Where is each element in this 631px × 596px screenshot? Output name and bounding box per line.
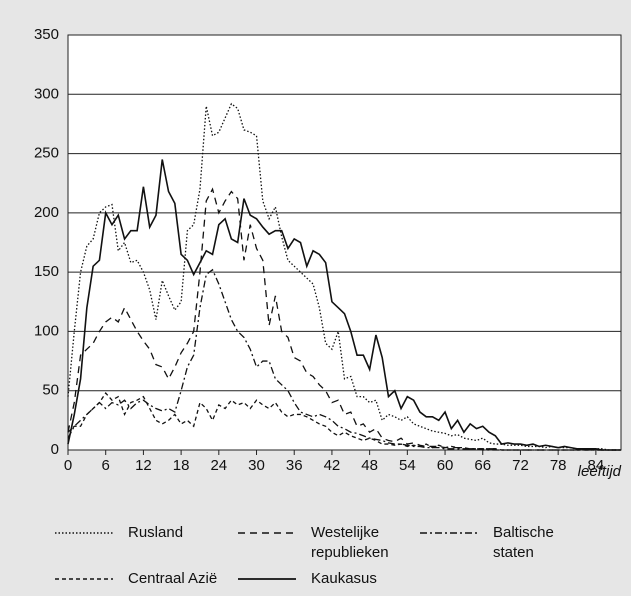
x-axis-label: leeftijd xyxy=(578,463,622,480)
series-line xyxy=(67,159,621,451)
x-tick-label: 0 xyxy=(64,457,72,474)
x-tick-label: 84 xyxy=(588,457,605,474)
x-tick-label: 72 xyxy=(512,457,529,474)
legend-label: Baltische staten xyxy=(493,524,554,561)
x-tick-label: 18 xyxy=(173,457,190,474)
y-tick-label: 50 xyxy=(42,382,59,399)
y-tick-label: 100 xyxy=(34,322,59,339)
x-tick-label: 66 xyxy=(474,457,491,474)
y-tick-label: 0 xyxy=(51,441,59,458)
x-tick-label: 60 xyxy=(437,457,454,474)
series-line xyxy=(67,102,621,451)
x-tick-label: 54 xyxy=(399,457,416,474)
legend-label: Kaukasus xyxy=(311,570,377,587)
y-tick-label: 300 xyxy=(34,85,59,102)
x-tick-label: 24 xyxy=(210,457,227,474)
x-tick-label: 42 xyxy=(324,457,341,474)
y-tick-label: 350 xyxy=(34,26,59,43)
series-line xyxy=(67,392,621,451)
x-tick-label: 78 xyxy=(550,457,567,474)
x-tick-label: 30 xyxy=(248,457,265,474)
plot-area xyxy=(68,35,621,450)
legend-label: Centraal Azië xyxy=(128,570,218,587)
y-tick-label: 150 xyxy=(34,263,59,280)
legend-label: Westelijke republieken xyxy=(311,524,389,561)
x-tick-label: 6 xyxy=(102,457,110,474)
legend-label: Rusland xyxy=(128,524,184,541)
plot-border xyxy=(67,34,622,451)
x-tick-label: 48 xyxy=(361,457,378,474)
y-tick-label: 200 xyxy=(34,204,59,221)
x-tick-label: 12 xyxy=(135,457,152,474)
x-tick-label: 36 xyxy=(286,457,303,474)
y-tick-label: 250 xyxy=(34,145,59,162)
